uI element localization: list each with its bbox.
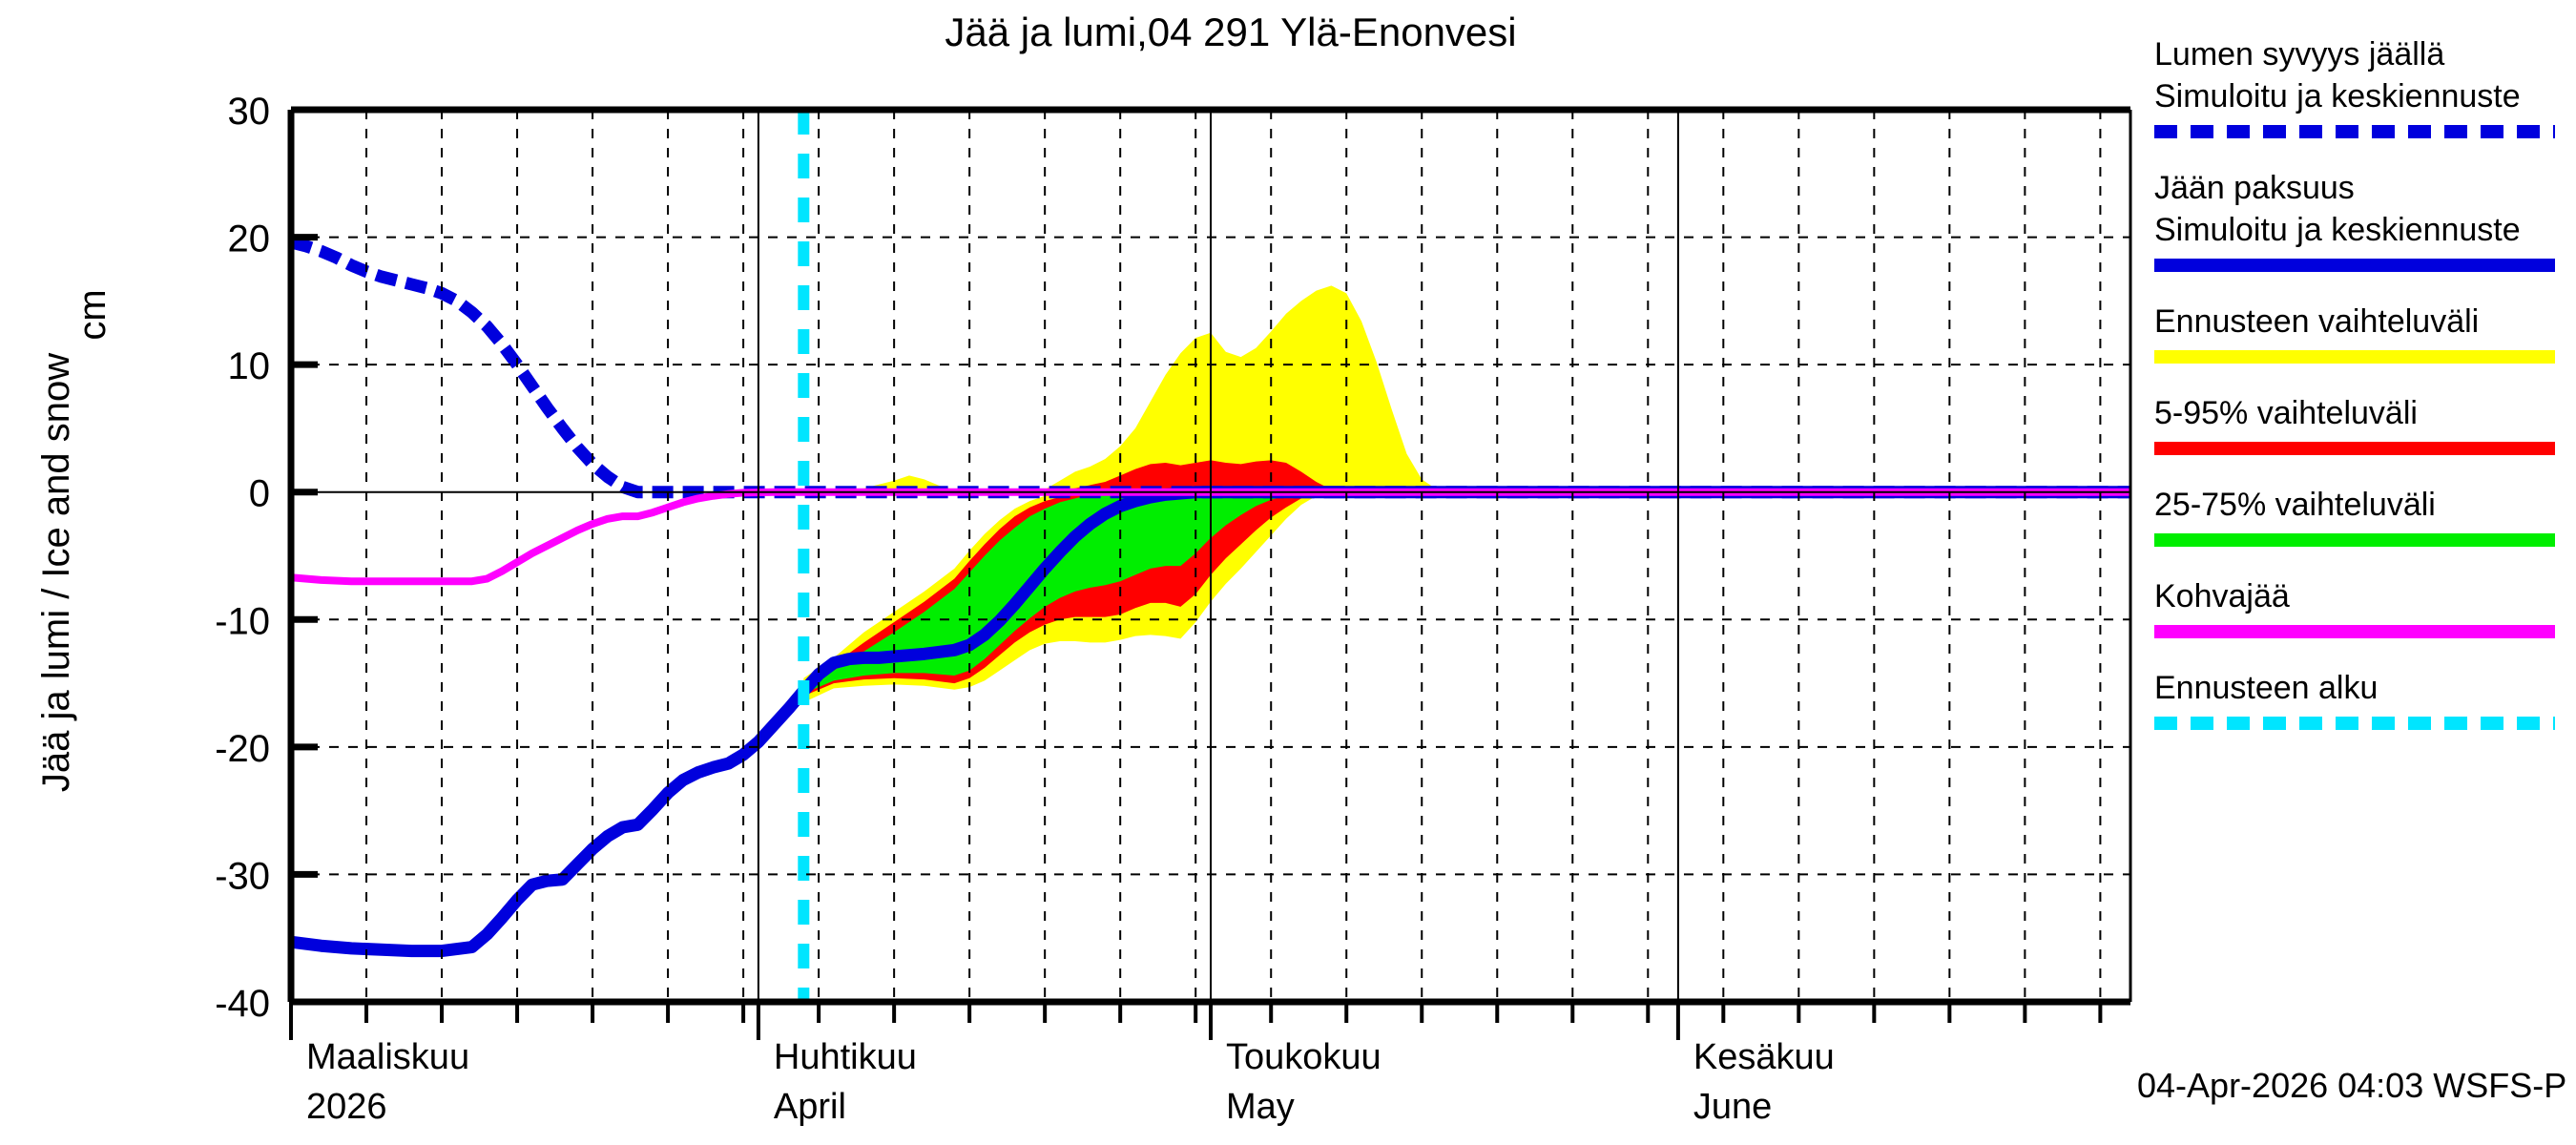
legend-item-0: Lumen syvyys jäällä Simuloitu ja keskienn…: [2154, 36, 2555, 138]
legend-label: 5-95% vaihteluväli: [2154, 395, 2418, 431]
y-tick-label: -40: [215, 983, 270, 1025]
y-tick-label: 30: [228, 91, 271, 133]
legend-label: Kohvajää: [2154, 578, 2290, 614]
x-axis-month-label: Huhtikuu: [774, 1037, 917, 1077]
footer-timestamp: 04-Apr-2026 04:03 WSFS-P: [2137, 1066, 2566, 1105]
legend-item-5: Kohvajää: [2154, 578, 2555, 638]
x-axis-month-label: Maaliskuu: [306, 1037, 469, 1077]
grid-lines: [291, 110, 2130, 1002]
x-axis-month-sublabel: April: [774, 1087, 846, 1127]
y-tick-label: -20: [215, 728, 270, 770]
x-axis-month-label: Kesäkuu: [1693, 1037, 1835, 1077]
legend-item-6: Ennusteen alku: [2154, 670, 2555, 730]
x-axis-ticks: Maaliskuu 2026 Huhtikuu April Toukokuu May Kes…: [289, 1002, 2103, 1127]
x-axis-month-sublabel: 2026: [306, 1087, 387, 1127]
y-axis-unit: cm: [72, 289, 114, 340]
chart-title: Jää ja lumi,04 291 Ylä-Enonvesi: [945, 10, 1516, 54]
legend: Lumen syvyys jäällä Simuloitu ja keskienn…: [2154, 36, 2555, 730]
legend-item-2: Ennusteen vaihteluväli: [2154, 303, 2555, 364]
y-axis-title: Jää ja lumi / Ice and snow: [35, 353, 77, 792]
legend-sublabel: Simuloitu ja keskiennuste: [2154, 78, 2521, 114]
x-axis-month-sublabel: May: [1226, 1087, 1295, 1127]
legend-label: Ennusteen vaihteluväli: [2154, 303, 2479, 340]
y-tick-label: 0: [249, 473, 270, 515]
x-axis-month-label: Toukokuu: [1226, 1037, 1381, 1077]
x-axis-month-sublabel: June: [1693, 1087, 1772, 1127]
y-tick-label: 10: [228, 345, 271, 387]
legend-label: Jään paksuus: [2154, 170, 2355, 206]
legend-item-4: 25-75% vaihteluväli: [2154, 487, 2555, 547]
legend-label: Lumen syvyys jäällä: [2154, 36, 2444, 73]
legend-item-3: 5-95% vaihteluväli: [2154, 395, 2555, 455]
band-range_25_75: [803, 491, 2130, 694]
legend-label: Ennusteen alku: [2154, 670, 2378, 706]
band-range_5_95_snow: [803, 460, 2130, 492]
legend-item-1: Jään paksuus Simuloitu ja keskiennuste: [2154, 170, 2555, 272]
y-tick-label: -10: [215, 600, 270, 642]
y-tick-label: 20: [228, 219, 271, 260]
legend-sublabel: Simuloitu ja keskiennuste: [2154, 212, 2521, 248]
legend-label: 25-75% vaihteluväli: [2154, 487, 2436, 523]
y-axis-ticks: 30 20 10 0 -10 -20 -30 -40: [215, 91, 318, 1025]
y-tick-label: -30: [215, 855, 270, 897]
band-forecast_range_snow: [803, 285, 2130, 492]
series-ice_thickness: [291, 486, 2130, 958]
